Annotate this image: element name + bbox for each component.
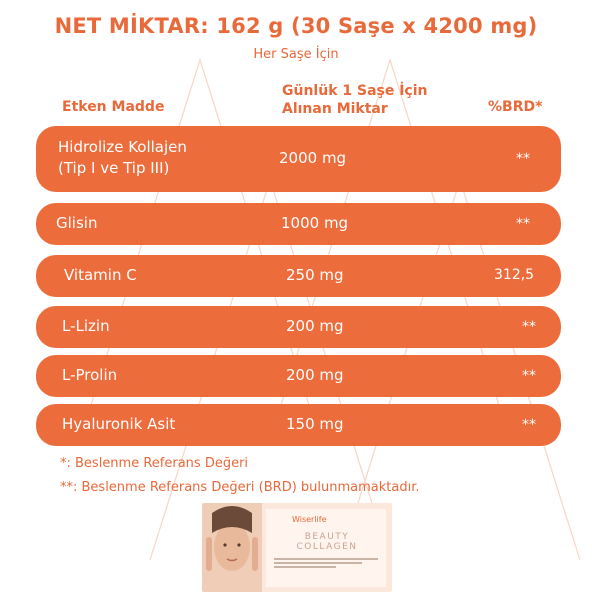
product-name-line2: COLLAGEN <box>296 542 358 552</box>
model-face-illustration <box>202 503 262 592</box>
ingredient-name-line1: Hidrolize Kollajen <box>58 138 187 156</box>
ingredient-name: Vitamin C <box>64 266 137 284</box>
footnote-brd: *: Beslenme Referans Değeri <box>60 456 249 471</box>
page-subtitle: Her Saşe İçin <box>253 47 339 62</box>
ingredient-amount: 200 mg <box>286 317 344 335</box>
ingredient-name: Hidrolize Kollajen (Tip I ve Tip III) <box>58 137 187 179</box>
table-row-hidrolize-kollajen: Hidrolize Kollajen (Tip I ve Tip III) 20… <box>36 126 561 192</box>
column-header-brd: %BRD* <box>488 99 543 115</box>
ingredient-brd: ** <box>522 368 536 384</box>
ingredient-amount: 200 mg <box>286 366 344 384</box>
ingredient-amount: 2000 mg <box>279 149 347 167</box>
ingredient-amount: 150 mg <box>286 415 344 433</box>
product-box-image: Wiserlife BEAUTY COLLAGEN <box>202 503 392 592</box>
column-header-amount: Günlük 1 Saşe İçin Alınan Miktar <box>282 82 428 118</box>
product-name: BEAUTY COLLAGEN <box>272 532 382 552</box>
column-header-amount-line1: Günlük 1 Saşe İçin <box>282 83 428 99</box>
ingredient-brd: 312,5 <box>494 267 535 283</box>
ingredient-amount: 1000 mg <box>281 214 349 232</box>
ingredient-name-line2: (Tip I ve Tip III) <box>58 159 170 177</box>
product-name-line1: BEAUTY <box>304 532 350 542</box>
product-fineprint <box>274 558 378 572</box>
ingredient-brd: ** <box>522 319 536 335</box>
ingredient-brd: ** <box>516 216 530 232</box>
ingredient-brd: ** <box>522 417 536 433</box>
column-header-ingredient: Etken Madde <box>62 99 165 115</box>
page-title: NET MİKTAR: 162 g (30 Saşe x 4200 mg) <box>54 14 538 38</box>
product-label-panel <box>266 509 386 587</box>
ingredient-brd: ** <box>516 151 530 167</box>
column-header-amount-line2: Alınan Miktar <box>282 101 388 117</box>
footnote-no-brd: **: Beslenme Referans Değeri (BRD) bulun… <box>60 480 420 495</box>
ingredient-name: L-Lizin <box>62 317 110 335</box>
ingredient-name: Glisin <box>56 214 98 232</box>
table-row-glisin: Glisin 1000 mg ** <box>36 203 561 245</box>
table-row-l-prolin: L-Prolin 200 mg ** <box>36 355 561 397</box>
table-row-l-lizin: L-Lizin 200 mg ** <box>36 306 561 348</box>
ingredient-amount: 250 mg <box>286 266 344 284</box>
product-brand-logo: Wiserlife <box>292 515 327 524</box>
table-row-hyaluronik-asit: Hyaluronik Asit 150 mg ** <box>36 404 561 446</box>
table-row-vitamin-c: Vitamin C 250 mg 312,5 <box>36 255 561 297</box>
ingredient-name: Hyaluronik Asit <box>62 415 176 433</box>
ingredient-name: L-Prolin <box>62 366 118 384</box>
